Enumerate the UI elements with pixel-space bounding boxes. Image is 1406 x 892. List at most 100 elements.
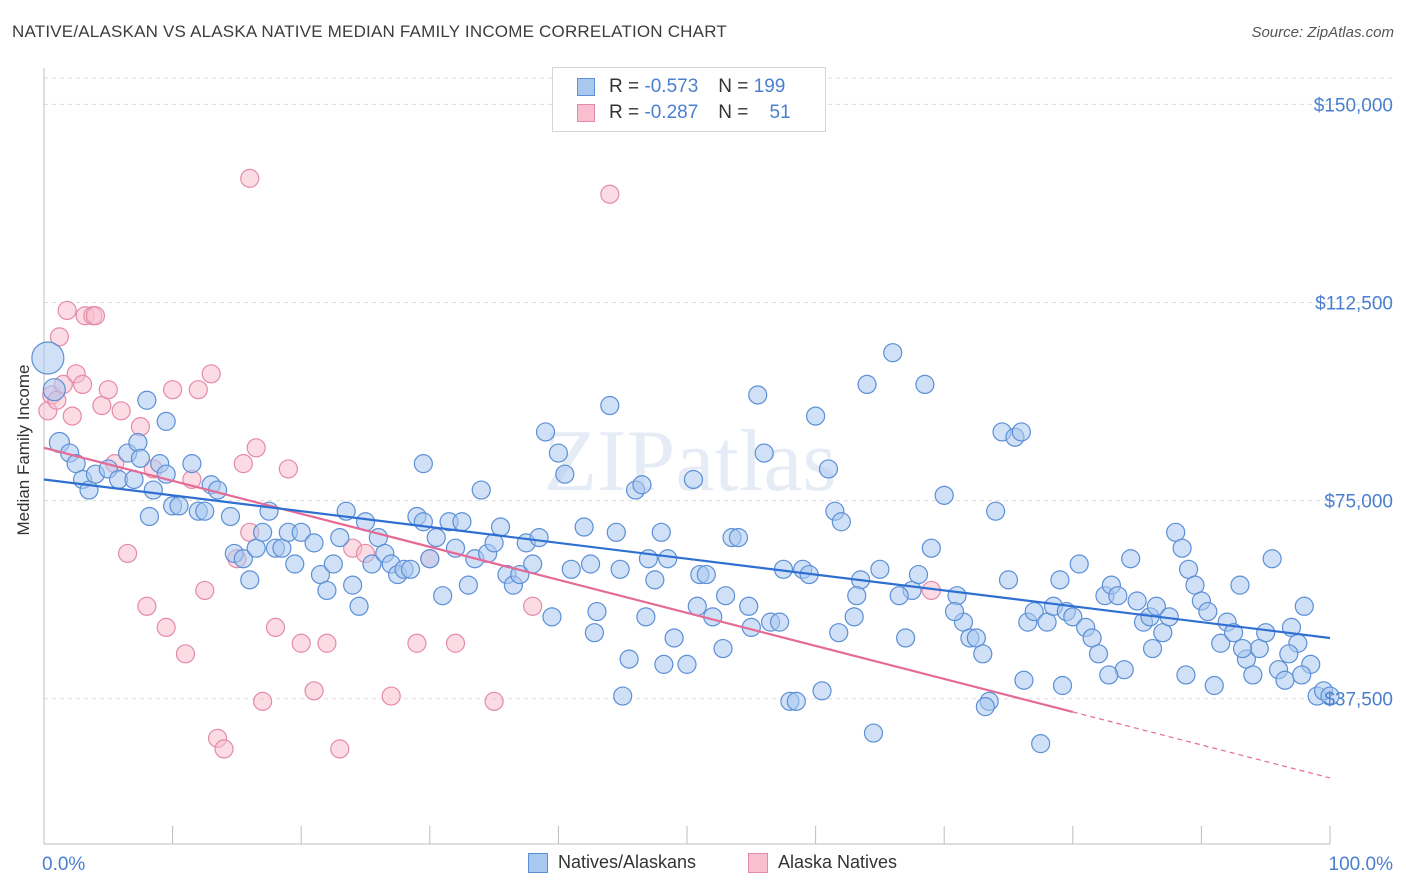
point-alaska-natives [330,739,350,759]
point-natives-alaskans [574,517,594,537]
point-alaska-natives [137,596,157,616]
x-tick-label: 0.0% [42,854,85,875]
point-alaska-natives [265,617,286,638]
point-natives-alaskans [1142,638,1163,659]
pink-swatch [577,104,595,122]
point-natives-alaskans [1172,538,1192,558]
point-natives-alaskans [713,638,733,659]
point-natives-alaskans [1099,665,1119,685]
point-natives-alaskans [658,549,678,569]
point-natives-alaskans [139,506,160,527]
point-natives-alaskans [677,654,697,674]
axes [43,68,1331,845]
point-natives-alaskans [1063,607,1083,627]
point-natives-alaskans [769,612,790,632]
point-natives-alaskans [426,527,446,548]
point-natives-alaskans [921,538,941,558]
point-alaska-natives [291,633,311,653]
point-natives-alaskans [130,448,151,468]
point-natives-alaskans [1230,575,1250,595]
point-natives-alaskans [1294,596,1314,616]
point-natives-alaskans [754,443,774,463]
point-natives-alaskans [847,586,867,606]
n-value: 199 [753,76,786,97]
point-alaska-natives [111,401,131,421]
point-alaska-natives [304,681,324,701]
point-natives-alaskans [433,586,453,606]
point-natives-alaskans [870,559,890,579]
point-alaska-natives [117,543,138,564]
point-natives-alaskans [31,341,65,375]
point-natives-alaskans [420,549,440,569]
point-natives-alaskans [1176,665,1196,685]
legend-item-alaska-natives[interactable]: Alaska Natives [748,852,897,873]
point-alaska-natives [49,327,70,347]
point-alaska-natives [130,417,151,437]
point-alaska-natives [214,739,234,759]
point-alaska-natives [246,438,266,458]
point-natives-alaskans [651,522,671,542]
point-natives-alaskans [896,628,916,648]
point-natives-alaskans [548,443,569,463]
point-natives-alaskans [330,527,350,548]
point-natives-alaskans [857,374,877,394]
point-alaska-natives [484,691,504,711]
stats-legend: R = -0.573 N = 199 R = -0.287 N = 51 [552,67,826,132]
point-natives-alaskans [233,549,253,569]
point-natives-alaskans [606,522,626,542]
point-natives-alaskans [143,480,163,500]
point-alaska-natives [85,306,106,326]
point-natives-alaskans [220,506,241,527]
source-label: Source: ZipAtlas.com [1251,24,1394,41]
point-natives-alaskans [1052,675,1073,696]
point-natives-alaskans [944,601,965,622]
trend-line-alaska-natives-extension [1072,711,1331,779]
point-natives-alaskans [1014,670,1034,690]
legend-item-natives-alaskans[interactable]: Natives/Alaskans [528,852,696,873]
point-alaska-natives [175,644,196,664]
point-natives-alaskans [317,580,337,601]
point-natives-alaskans [362,554,382,574]
point-natives-alaskans [1088,644,1109,664]
x-tick-label: 100.0% [1329,854,1394,875]
point-natives-alaskans [1223,623,1244,643]
point-natives-alaskans [1279,644,1299,664]
point-natives-alaskans [580,554,601,574]
point-natives-alaskans [253,522,273,542]
blue-swatch [577,78,595,96]
point-natives-alaskans [195,501,215,521]
point-natives-alaskans [561,559,581,579]
legend-label: Alaska Natives [778,852,898,872]
point-natives-alaskans [908,564,929,585]
point-natives-alaskans [452,512,472,532]
point-natives-alaskans [619,649,639,669]
r-label: R = [609,76,640,97]
point-natives-alaskans [1243,665,1263,685]
point-natives-alaskans [1127,591,1147,611]
point-natives-alaskans [42,378,66,402]
r-value: -0.573 [644,76,699,97]
point-natives-alaskans [654,654,674,674]
series-natives-alaskans [31,341,1340,754]
point-natives-alaskans [529,527,549,548]
trend-line-alaska-natives [43,446,1074,713]
point-natives-alaskans [535,422,556,442]
point-natives-alaskans [818,459,839,479]
point-natives-alaskans [137,390,157,410]
pink-swatch [748,852,768,873]
point-natives-alaskans [128,432,148,453]
point-natives-alaskans [413,454,433,474]
point-natives-alaskans [169,496,189,516]
point-natives-alaskans [156,411,176,431]
blue-swatch [528,852,548,873]
point-alaska-natives [600,184,620,204]
point-alaska-natives [381,686,401,706]
stats-row-natives: R = -0.573 N = 199 [577,75,785,99]
point-natives-alaskans [812,681,832,701]
point-natives-alaskans [349,596,369,616]
point-alaska-natives [188,380,208,400]
point-alaska-natives [407,633,427,653]
point-natives-alaskans [400,559,421,579]
point-natives-alaskans [664,628,684,648]
point-natives-alaskans [1069,554,1089,574]
